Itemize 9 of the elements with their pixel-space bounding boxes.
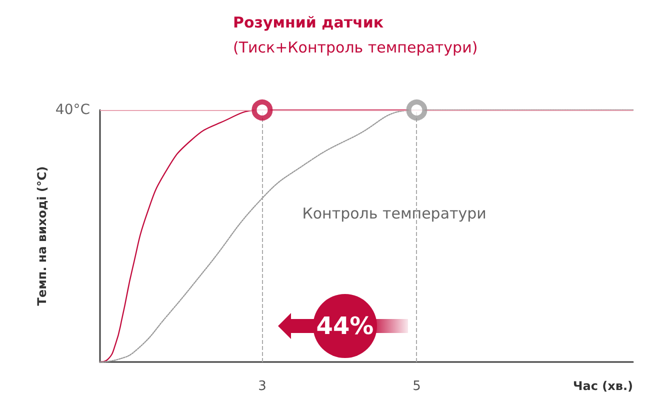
chart-subtitle: (Тиск+Контроль температури) — [233, 38, 478, 56]
y-axis-title: Темп. на виході (°C) — [35, 166, 49, 306]
x-tick-label: 3 — [258, 379, 266, 394]
x-axis-title: Час (хв.) — [573, 379, 633, 393]
annotation: 44% — [316, 312, 374, 340]
ref-line-label: 40°C — [55, 102, 90, 118]
chart-title: Розумний датчик — [233, 14, 384, 32]
text: Контроль температури — [302, 204, 486, 223]
x-tick-label: 5 — [412, 379, 421, 394]
